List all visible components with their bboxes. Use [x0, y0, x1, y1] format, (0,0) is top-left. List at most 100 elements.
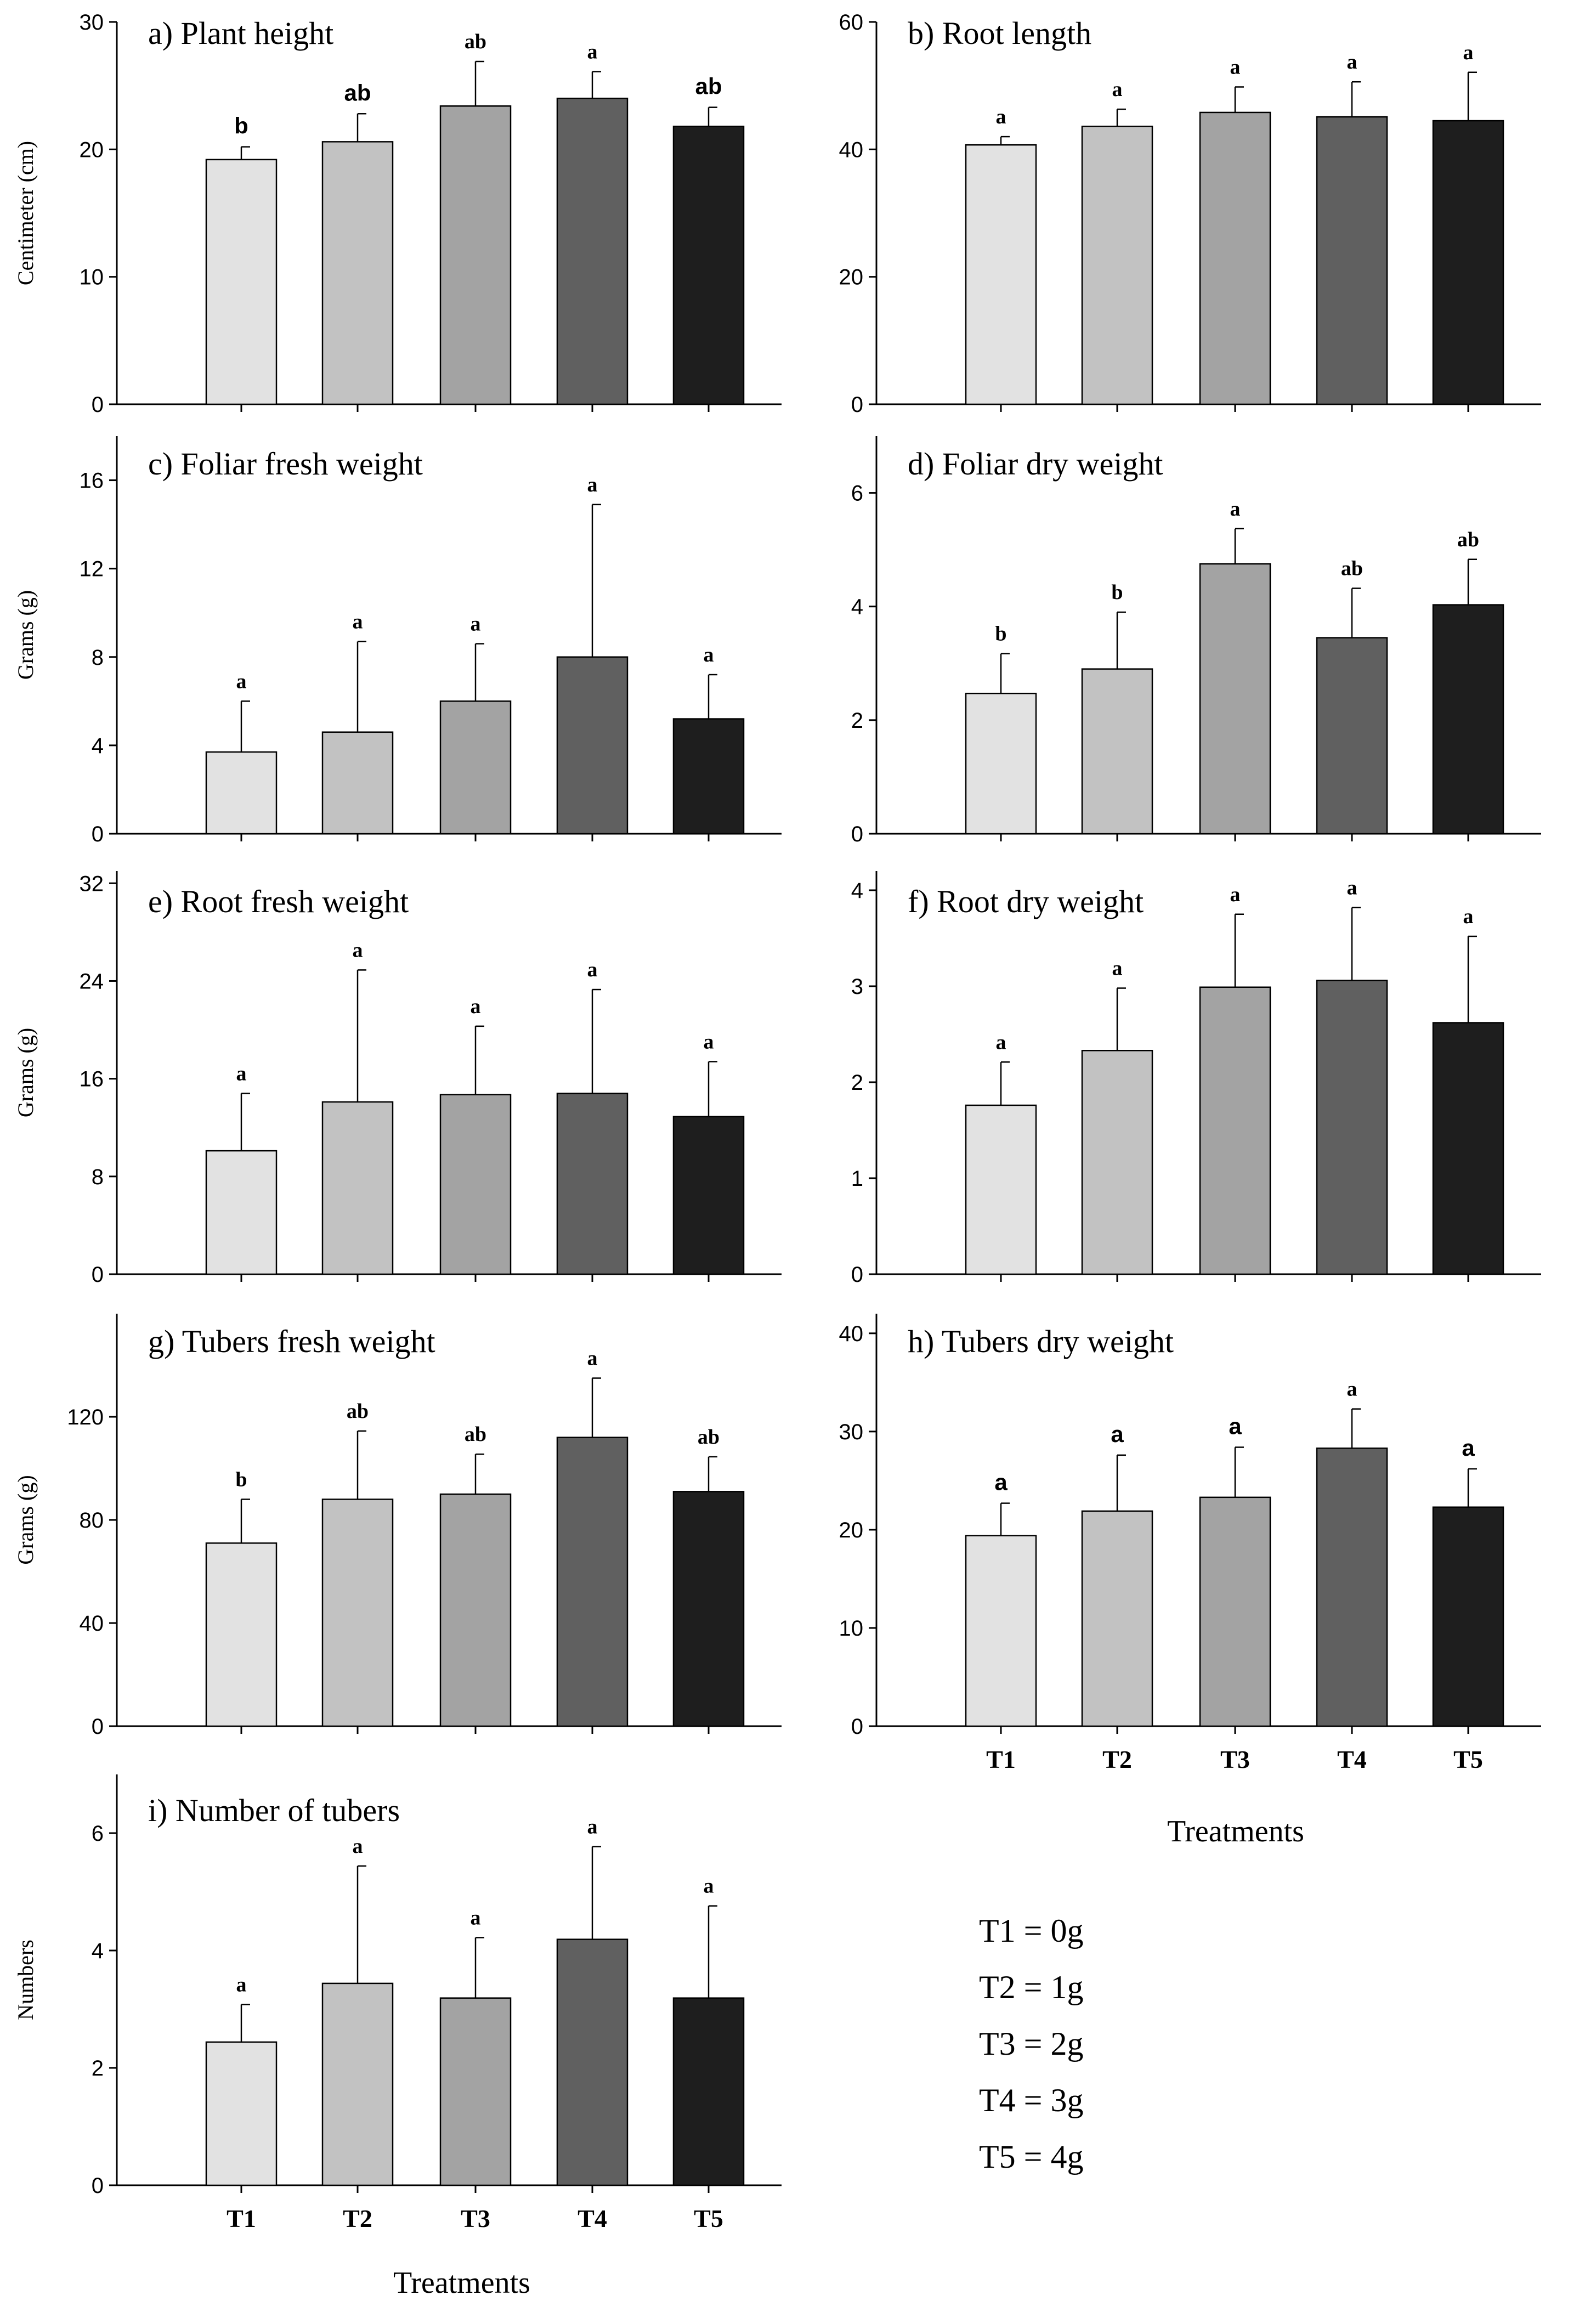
significance-label: a — [1229, 1414, 1242, 1439]
y-tick-label: 20 — [839, 1518, 864, 1542]
y-axis-label-i: Numbers — [13, 1940, 38, 2020]
significance-label: a — [587, 41, 598, 64]
x-tick-label: T5 — [1453, 1745, 1483, 1773]
y-tick-label: 0 — [851, 822, 863, 846]
bar-b-t5 — [1432, 120, 1504, 405]
significance-label: a — [471, 995, 481, 1018]
y-tick-label: 20 — [839, 265, 864, 290]
y-tick-label: 1 — [851, 1167, 863, 1191]
y-tick-label: 16 — [80, 1067, 104, 1092]
bar-g-t1 — [205, 1542, 278, 1727]
panel-title-e: e) Root fresh weight — [148, 884, 409, 919]
bar-b-t3 — [1199, 111, 1271, 405]
bar-c-t2 — [321, 731, 394, 835]
bar-f-t1 — [965, 1104, 1037, 1275]
panel-g: g) Tubers fresh weight 0 40 80 120 Grams (g) b… — [13, 1314, 782, 1739]
significance-label: a — [1462, 1435, 1475, 1461]
significance-label: a — [1463, 41, 1474, 64]
y-tick-label: 0 — [92, 393, 104, 417]
significance-label: a — [236, 670, 247, 693]
bar-a-t4 — [556, 98, 629, 405]
x-axis-label-bottom-left: Treatments — [393, 2266, 530, 2300]
y-tick-label: 40 — [839, 1322, 864, 1346]
bar-g-t5 — [672, 1491, 745, 1727]
y-tick-label: 32 — [80, 872, 104, 896]
panel-title-h: h) Tubers dry weight — [908, 1324, 1174, 1359]
x-tick-label: T2 — [1102, 1745, 1132, 1773]
x-axis-label-top-right: Treatments — [1167, 1814, 1304, 1848]
significance-label: a — [471, 1906, 481, 1929]
significance-label: a — [587, 958, 598, 981]
panel-b: b) Root length 0 20 40 60 a a a a a — [839, 10, 1541, 417]
bar-d-t5 — [1432, 604, 1504, 835]
bar-g-t2 — [321, 1499, 394, 1727]
panel-title-a: a) Plant height — [148, 15, 333, 51]
y-tick-label: 24 — [80, 969, 104, 993]
y-tick-label: 0 — [851, 1715, 863, 1739]
significance-label: ab — [695, 74, 722, 99]
significance-label: a — [353, 1835, 363, 1858]
y-tick-label: 6 — [851, 482, 863, 506]
y-axis-label-a: Centimeter (cm) — [13, 141, 38, 285]
significance-label: a — [1230, 497, 1241, 521]
significance-label: a — [704, 1030, 714, 1053]
y-tick-label: 40 — [839, 138, 864, 162]
bar-a-t1 — [205, 159, 278, 405]
bar-e-t3 — [439, 1094, 512, 1275]
significance-label: ab — [1341, 557, 1363, 580]
bar-b-t1 — [965, 144, 1037, 405]
legend-item-t3: T3 = 2g — [979, 2026, 1084, 2062]
bar-g-t3 — [439, 1493, 512, 1727]
y-axis-label-g: Grams (g) — [13, 1475, 38, 1564]
bar-d-t4 — [1316, 637, 1388, 835]
y-tick-label: 120 — [67, 1405, 104, 1429]
x-tick-label: T4 — [578, 2204, 607, 2232]
legend-item-t2: T2 = 1g — [979, 1969, 1084, 2005]
significance-label: a — [994, 1469, 1008, 1495]
bar-i-t1 — [205, 2041, 278, 2186]
y-tick-label: 8 — [92, 646, 104, 670]
bar-b-t4 — [1316, 116, 1388, 405]
significance-label: a — [1347, 1378, 1357, 1401]
significance-label: ab — [465, 1423, 486, 1446]
y-tick-label: 3 — [851, 975, 863, 999]
y-tick-label: 4 — [851, 595, 863, 619]
y-tick-label: 4 — [851, 879, 863, 903]
panel-e: e) Root fresh weight 0 8 16 24 32 Grams (g) a a a… — [13, 871, 782, 1287]
y-axis-label-e: Grams (g) — [13, 1028, 38, 1117]
y-tick-label: 60 — [839, 10, 864, 35]
bar-a-t3 — [439, 105, 512, 405]
bar-h-t2 — [1081, 1510, 1153, 1727]
y-tick-label: 12 — [80, 557, 104, 581]
panel-c: c) Foliar fresh weight 0 4 8 12 16 Grams (g) a a… — [13, 436, 782, 846]
significance-label: a — [1463, 905, 1474, 928]
y-axis-label-c: Grams (g) — [13, 590, 38, 680]
y-tick-label: 10 — [80, 265, 104, 290]
significance-label: a — [996, 1031, 1006, 1054]
y-tick-label: 30 — [839, 1420, 864, 1444]
significance-label: a — [587, 1347, 598, 1370]
bar-h-t3 — [1199, 1496, 1271, 1727]
y-tick-label: 10 — [839, 1616, 864, 1641]
y-tick-label: 0 — [851, 1263, 863, 1287]
significance-label: a — [704, 1875, 714, 1898]
x-tick-label: T3 — [1220, 1745, 1250, 1773]
legend-item-t4: T4 = 3g — [979, 2082, 1084, 2118]
significance-label: a — [353, 610, 363, 634]
significance-label: a — [236, 1062, 247, 1085]
x-tick-label: T1 — [986, 1745, 1016, 1773]
panel-title-c: c) Foliar fresh weight — [148, 446, 423, 482]
bar-e-t4 — [556, 1093, 629, 1275]
significance-label: a — [471, 613, 481, 636]
significance-label: a — [1112, 957, 1123, 980]
treatment-legend: T1 = 0g T2 = 1g T3 = 2g T4 = 3g T5 = 4g — [979, 1913, 1084, 2175]
significance-label: a — [1230, 55, 1241, 78]
significance-label: a — [1347, 877, 1357, 900]
y-tick-label: 20 — [80, 138, 104, 162]
bar-c-t4 — [556, 656, 629, 835]
x-tick-label: T3 — [461, 2204, 490, 2232]
bar-h-t4 — [1316, 1448, 1388, 1727]
significance-label: ab — [347, 1400, 369, 1423]
bar-f-t4 — [1316, 980, 1388, 1275]
